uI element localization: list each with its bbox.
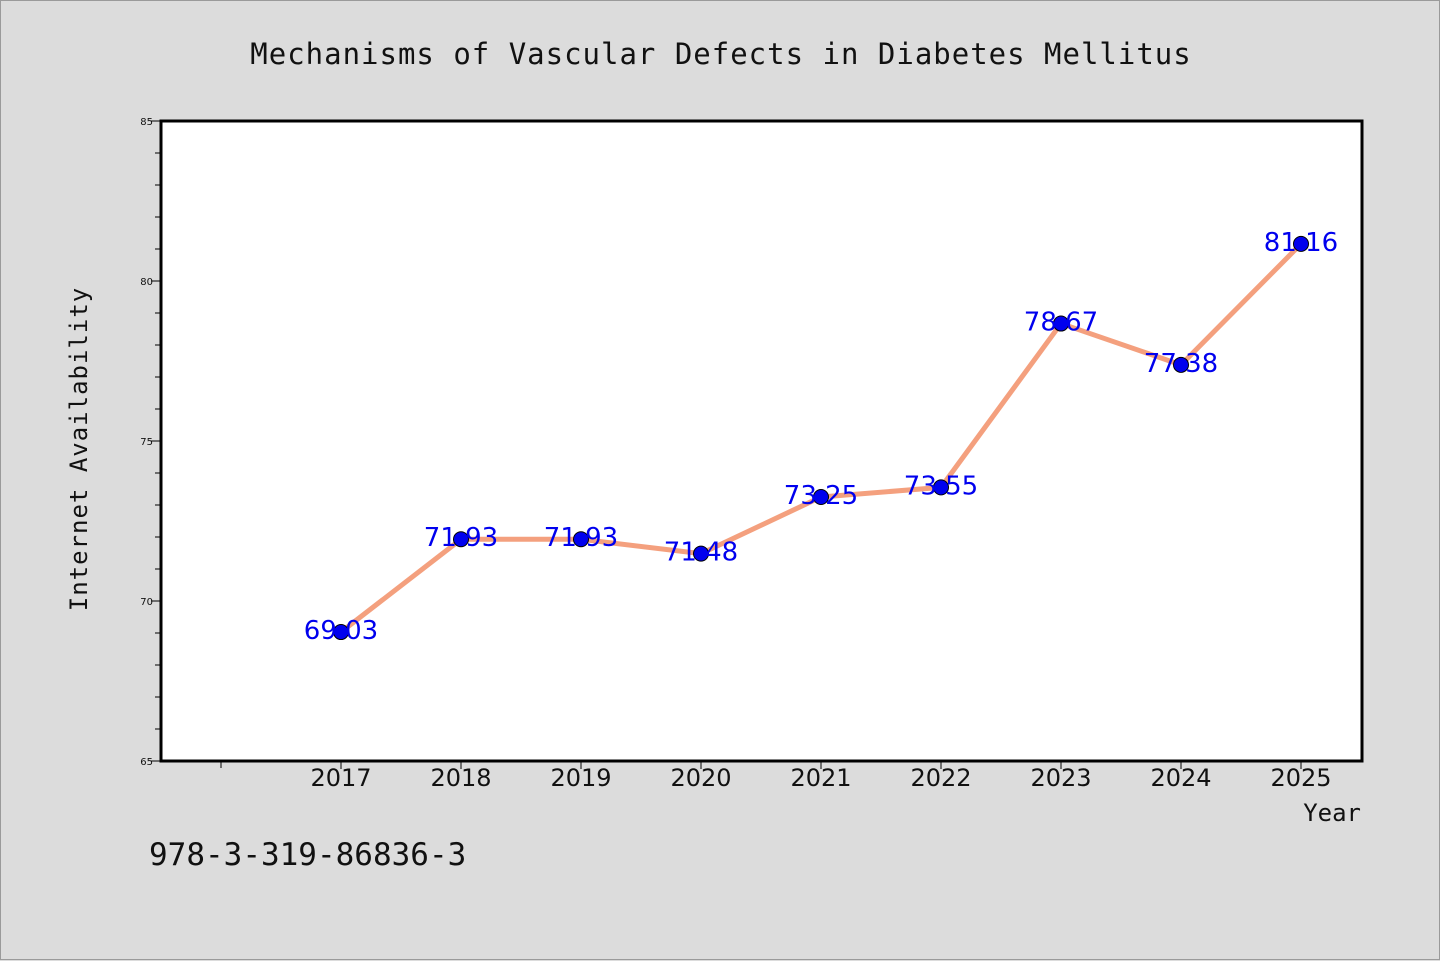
chart-title: Mechanisms of Vascular Defects in Diabet…	[250, 37, 1191, 71]
data-point	[933, 479, 949, 496]
x-tick-label: 2025	[1270, 764, 1331, 792]
series-layer	[333, 235, 1309, 641]
data-point	[1293, 235, 1309, 252]
x-tick-label: 2019	[550, 764, 611, 792]
x-tick-label: 2022	[910, 764, 971, 792]
plot-area	[159, 119, 1364, 763]
x-tick-label: 2017	[310, 764, 371, 792]
y-axis-ticks: 65 70 75 80 85	[140, 117, 161, 768]
y-tick-label: 65	[140, 757, 153, 768]
data-label: 69.03	[304, 616, 378, 646]
data-point	[1053, 315, 1069, 332]
data-label: 71.93	[424, 523, 498, 553]
data-labels-layer: 69.03 71.93 71.93 71.48 73.25 73.55 78.67 77.38…	[304, 228, 1338, 646]
data-label: 73.55	[904, 471, 978, 501]
data-label: 78.67	[1024, 308, 1098, 338]
data-point	[693, 545, 709, 562]
data-label: 71.48	[664, 538, 738, 568]
y-tick-label: 75	[140, 437, 153, 448]
data-point	[333, 624, 349, 641]
y-tick-label: 85	[140, 117, 153, 128]
x-axis-label: Year	[1303, 799, 1361, 827]
y-tick-label: 80	[140, 277, 153, 288]
x-tick-label: 2023	[1030, 764, 1091, 792]
data-point	[1173, 356, 1189, 373]
data-label: 73.25	[784, 481, 858, 511]
x-tick-label: 2018	[430, 764, 491, 792]
isbn-footer: 978-3-319-86836-3	[149, 837, 466, 873]
data-point	[813, 489, 829, 505]
data-label: 81.16	[1264, 228, 1338, 258]
x-axis-ticks: 2017 2018 2019 2020 2021 2022 2023 2024 2025	[220, 761, 1332, 792]
data-label: 77.38	[1144, 349, 1218, 379]
data-point	[573, 531, 589, 548]
y-tick-label: 70	[140, 597, 153, 608]
data-point	[453, 531, 469, 548]
x-tick-label: 2020	[670, 764, 731, 792]
x-tick-label: 2021	[790, 764, 851, 792]
y-axis-label: Internet Availability	[65, 287, 93, 611]
x-tick-label: 2024	[1150, 764, 1211, 792]
data-label: 71.93	[544, 523, 618, 553]
